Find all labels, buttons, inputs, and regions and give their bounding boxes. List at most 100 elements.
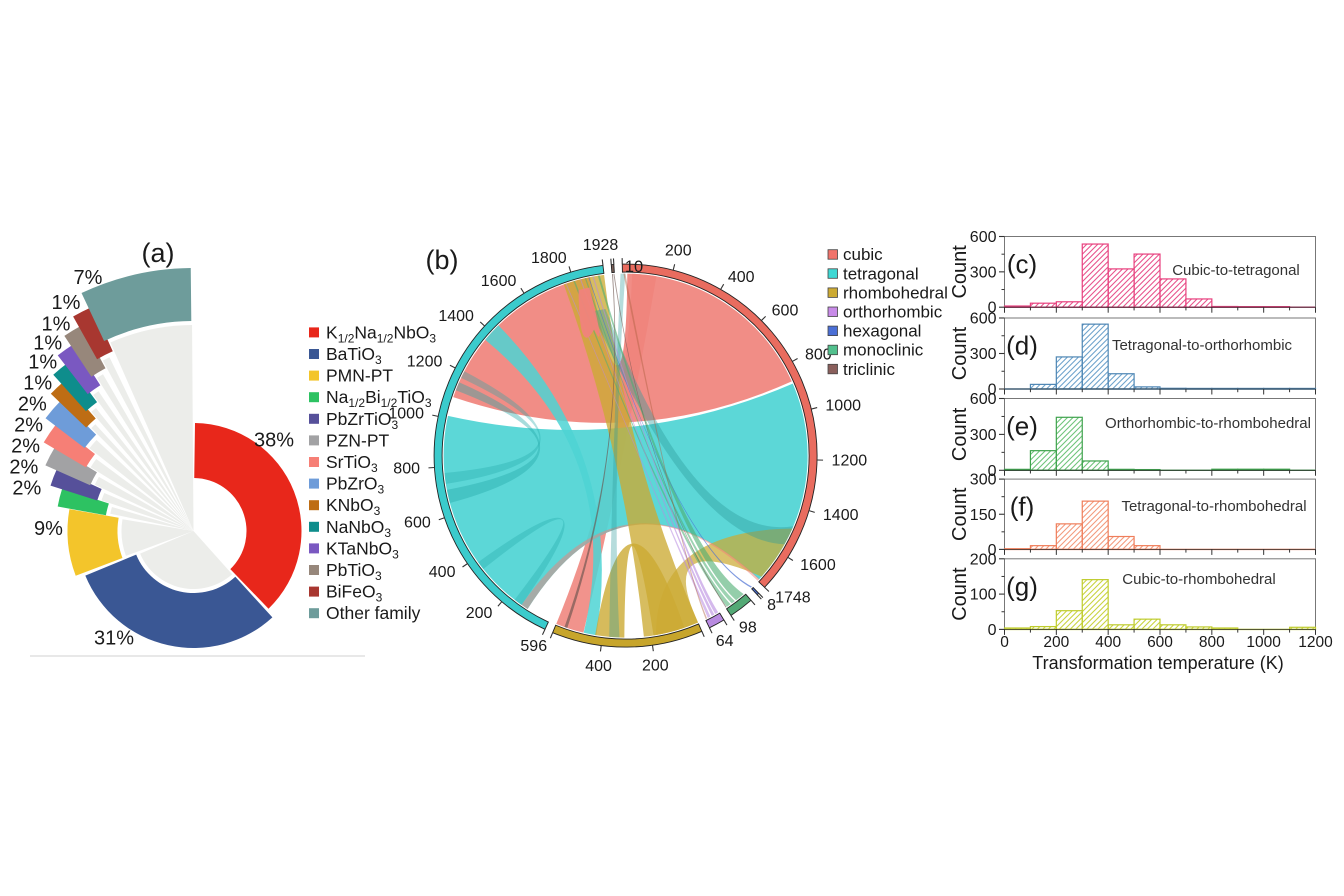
svg-text:150: 150	[970, 507, 997, 524]
svg-text:2%: 2%	[18, 394, 47, 416]
svg-text:Count: Count	[949, 326, 971, 380]
svg-text:38%: 38%	[254, 430, 294, 452]
svg-text:monoclinic: monoclinic	[843, 341, 924, 360]
svg-text:300: 300	[970, 472, 997, 489]
svg-text:200: 200	[665, 242, 692, 259]
svg-text:2%: 2%	[9, 457, 38, 479]
svg-text:KNbO3: KNbO3	[326, 495, 381, 518]
svg-text:2%: 2%	[11, 436, 40, 458]
svg-text:600: 600	[404, 514, 431, 531]
svg-text:Orthorhombic-to-rhombohedral: Orthorhombic-to-rhombohedral	[1105, 415, 1311, 432]
svg-text:SrTiO3: SrTiO3	[326, 452, 378, 475]
svg-text:0: 0	[988, 463, 997, 480]
svg-text:hexagonal: hexagonal	[843, 322, 921, 341]
svg-text:400: 400	[728, 269, 755, 286]
svg-text:98: 98	[739, 620, 757, 637]
svg-text:(c): (c)	[1007, 249, 1037, 279]
svg-text:Tetragonal-to-rhombohedral: Tetragonal-to-rhombohedral	[1121, 498, 1306, 515]
svg-text:31%: 31%	[94, 628, 134, 650]
svg-text:Other family: Other family	[326, 603, 421, 623]
svg-text:1928: 1928	[583, 237, 619, 254]
svg-text:800: 800	[393, 460, 420, 477]
svg-text:Cubic-to-rhombohedral: Cubic-to-rhombohedral	[1122, 571, 1275, 588]
svg-text:1200: 1200	[1298, 634, 1333, 651]
svg-text:200: 200	[466, 605, 493, 622]
svg-text:300: 300	[970, 264, 997, 281]
svg-text:10: 10	[625, 258, 643, 276]
svg-text:7%: 7%	[74, 267, 103, 289]
svg-text:(e): (e)	[1006, 411, 1038, 441]
svg-text:(f): (f)	[1010, 492, 1035, 522]
svg-text:0: 0	[1000, 634, 1009, 651]
svg-text:1600: 1600	[800, 557, 836, 574]
svg-text:1200: 1200	[407, 353, 443, 370]
svg-text:9%: 9%	[34, 518, 63, 540]
svg-text:0: 0	[988, 300, 997, 317]
svg-text:0: 0	[988, 542, 997, 559]
svg-text:1000: 1000	[388, 405, 424, 422]
svg-text:400: 400	[585, 658, 612, 675]
svg-text:1800: 1800	[531, 250, 567, 267]
svg-text:(b): (b)	[426, 245, 459, 275]
svg-text:1000: 1000	[1246, 634, 1281, 651]
svg-text:Count: Count	[949, 407, 971, 461]
svg-text:400: 400	[429, 564, 456, 581]
svg-text:Count: Count	[949, 487, 971, 541]
svg-text:Tetragonal-to-orthorhombic: Tetragonal-to-orthorhombic	[1112, 337, 1293, 354]
svg-text:600: 600	[970, 311, 997, 328]
svg-text:300: 300	[970, 427, 997, 444]
svg-text:Count: Count	[949, 245, 971, 299]
svg-text:(a): (a)	[142, 238, 175, 268]
svg-text:(d): (d)	[1006, 331, 1038, 361]
svg-text:1400: 1400	[823, 507, 859, 524]
svg-text:Transformation temperature (K): Transformation temperature (K)	[1032, 653, 1283, 673]
svg-text:KTaNbO3: KTaNbO3	[326, 538, 399, 561]
svg-text:BaTiO3: BaTiO3	[326, 344, 382, 367]
svg-text:1400: 1400	[438, 308, 474, 325]
svg-text:600: 600	[1147, 634, 1173, 651]
svg-text:triclinic: triclinic	[843, 360, 895, 379]
svg-text:200: 200	[970, 551, 997, 568]
svg-text:8: 8	[767, 597, 776, 614]
svg-text:596: 596	[520, 638, 547, 655]
svg-text:1%: 1%	[23, 373, 52, 395]
svg-text:PMN-PT: PMN-PT	[326, 366, 393, 386]
svg-text:600: 600	[772, 302, 799, 319]
svg-text:K1/2Na1/2NbO3: K1/2Na1/2NbO3	[326, 322, 436, 345]
svg-text:cubic: cubic	[843, 245, 883, 264]
svg-text:PZN-PT: PZN-PT	[326, 430, 390, 450]
svg-text:tetragonal: tetragonal	[843, 264, 919, 283]
svg-text:PbZrO3: PbZrO3	[326, 474, 385, 497]
svg-text:600: 600	[970, 391, 997, 408]
svg-text:1000: 1000	[825, 398, 861, 415]
svg-text:2%: 2%	[12, 478, 41, 500]
svg-text:200: 200	[642, 658, 669, 675]
svg-text:800: 800	[1199, 634, 1225, 651]
svg-text:600: 600	[970, 229, 997, 246]
svg-text:0: 0	[988, 382, 997, 399]
svg-text:1%: 1%	[42, 314, 71, 336]
svg-text:1%: 1%	[52, 292, 81, 314]
svg-text:PbZrTiO3: PbZrTiO3	[326, 409, 398, 432]
svg-text:1%: 1%	[33, 333, 62, 355]
svg-text:2%: 2%	[14, 415, 43, 437]
svg-text:64: 64	[716, 633, 734, 650]
svg-text:1%: 1%	[28, 352, 57, 374]
svg-text:BiFeO3: BiFeO3	[326, 582, 383, 605]
svg-text:(g): (g)	[1006, 571, 1038, 601]
svg-text:PbTiO3: PbTiO3	[326, 560, 382, 583]
svg-text:orthorhombic: orthorhombic	[843, 303, 943, 322]
svg-text:1748: 1748	[775, 589, 811, 606]
svg-text:400: 400	[1095, 634, 1121, 651]
svg-text:0: 0	[988, 622, 997, 639]
svg-text:800: 800	[805, 346, 832, 363]
svg-text:1600: 1600	[481, 273, 517, 290]
svg-text:Cubic-to-tetragonal: Cubic-to-tetragonal	[1172, 262, 1300, 279]
svg-text:NaNbO3: NaNbO3	[326, 517, 391, 540]
svg-text:300: 300	[970, 346, 997, 363]
svg-text:200: 200	[1043, 634, 1069, 651]
svg-text:Count: Count	[949, 567, 971, 621]
svg-text:rhombohedral: rhombohedral	[843, 283, 948, 302]
svg-text:100: 100	[970, 587, 997, 604]
svg-text:1200: 1200	[832, 452, 868, 469]
